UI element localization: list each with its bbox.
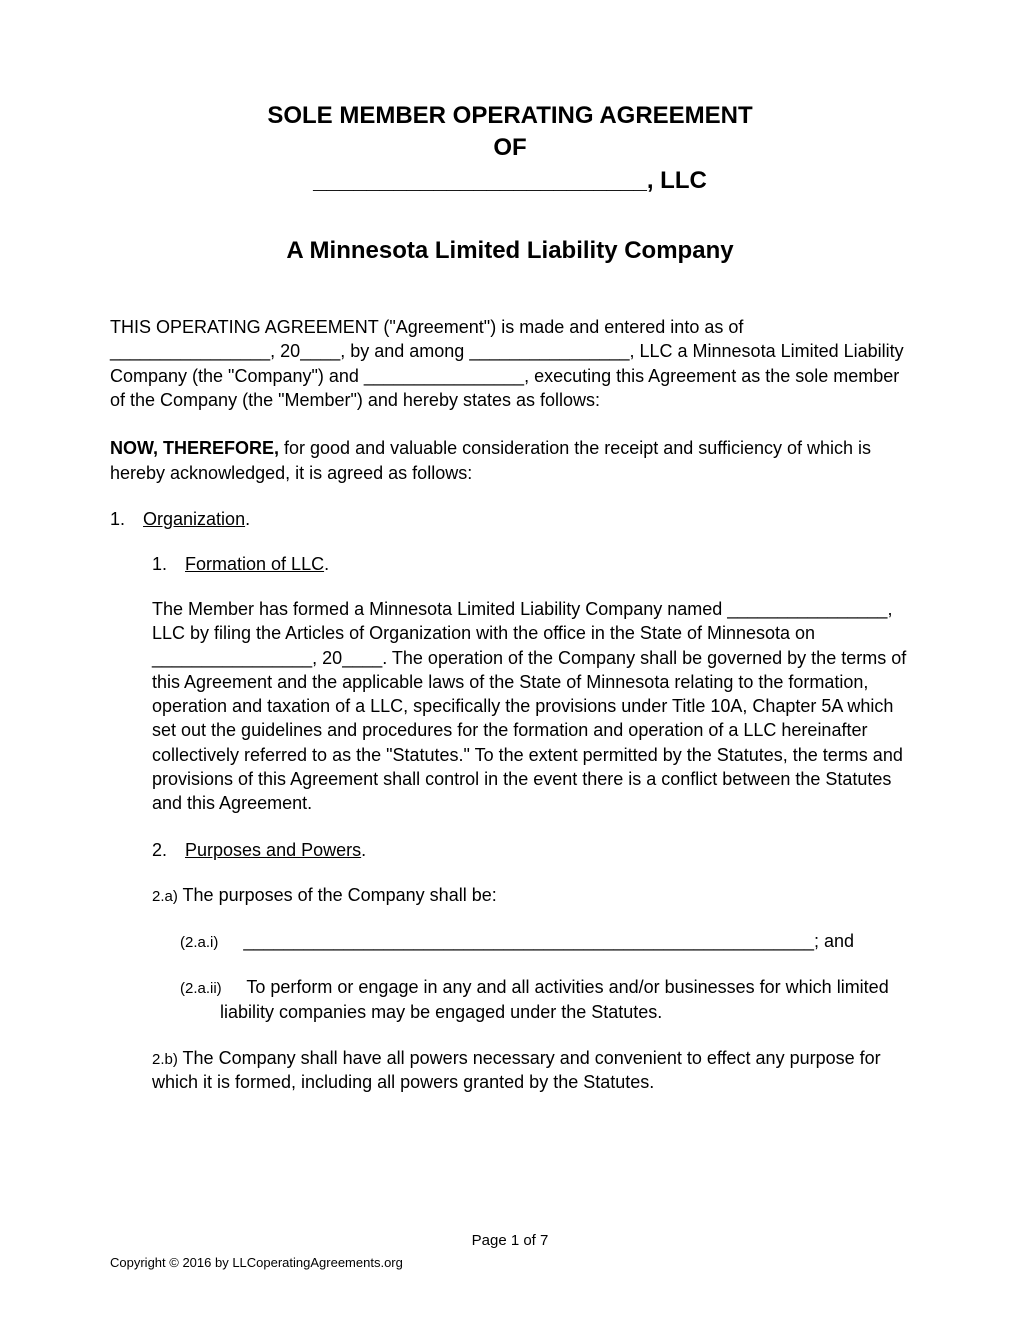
subtitle: A Minnesota Limited Liability Company (110, 237, 910, 265)
section-1-label: Organization (143, 509, 245, 529)
item-2a-ii: (2.a.ii) To perform or engage in any and… (180, 975, 910, 1024)
intro-paragraph: THIS OPERATING AGREEMENT ("Agreement") i… (110, 315, 910, 412)
subsection-1-2-heading: 2. Purposes and Powers. (152, 840, 910, 861)
title-line-1: SOLE MEMBER OPERATING AGREEMENT (110, 100, 910, 132)
title-line-3: _________________________, LLC (110, 165, 910, 197)
item-2b: 2.b) The Company shall have all powers n… (152, 1046, 910, 1095)
subsection-1-1-label: Formation of LLC (185, 554, 324, 574)
item-2a-text: The purposes of the Company shall be: (183, 885, 497, 905)
now-therefore-bold: NOW, THEREFORE, (110, 438, 279, 458)
section-1-heading: 1. Organization. (110, 509, 910, 530)
copyright: Copyright © 2016 by LLCoperatingAgreemen… (110, 1255, 910, 1270)
subsection-1-1-heading: 1. Formation of LLC. (152, 554, 910, 575)
title-line-2: OF (110, 132, 910, 164)
item-2a-i: (2.a.i) ________________________________… (180, 929, 910, 953)
subsection-1-2-label: Purposes and Powers (185, 840, 361, 860)
subsection-1-1-num: 1. (152, 554, 180, 575)
item-2a-num: 2.a) (152, 888, 178, 905)
section-1-num: 1. (110, 509, 138, 530)
item-2b-text: The Company shall have all powers necess… (152, 1048, 881, 1092)
item-2a-ii-text: To perform or engage in any and all acti… (220, 977, 889, 1021)
item-2a-i-text: ________________________________________… (243, 931, 854, 951)
subsection-1-2-num: 2. (152, 840, 180, 861)
footer: Page 1 of 7 Copyright © 2016 by LLCopera… (110, 1232, 910, 1270)
item-2b-num: 2.b) (152, 1051, 178, 1068)
item-2a-i-num: (2.a.i) (180, 934, 218, 951)
page-number: Page 1 of 7 (110, 1232, 910, 1249)
now-therefore-paragraph: NOW, THEREFORE, for good and valuable co… (110, 436, 910, 485)
item-2a: 2.a) The purposes of the Company shall b… (152, 883, 910, 907)
item-2a-ii-num: (2.a.ii) (180, 980, 222, 997)
subsection-1-1-body: The Member has formed a Minnesota Limite… (152, 597, 910, 816)
title-block: SOLE MEMBER OPERATING AGREEMENT OF _____… (110, 100, 910, 197)
